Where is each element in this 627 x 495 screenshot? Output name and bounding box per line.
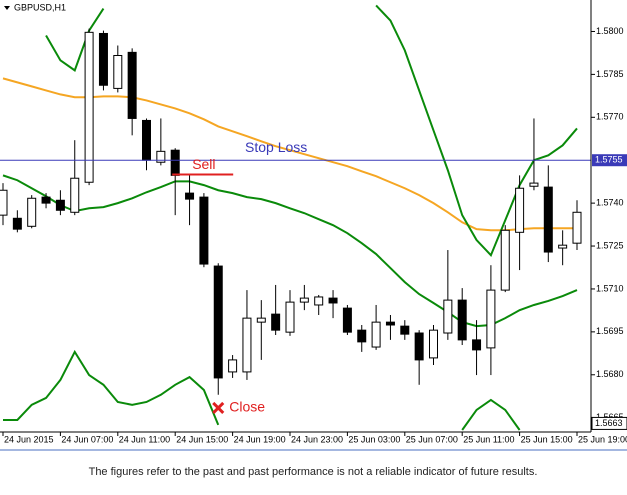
candle-body — [170, 149, 180, 176]
indicator-line — [375, 4, 578, 258]
chart-title: GBPUSD,H1 — [14, 2, 66, 12]
y-tick-label: 1.5680 — [596, 369, 624, 379]
title-icon — [4, 6, 10, 10]
indicator-line — [2, 77, 577, 232]
candle-body — [400, 325, 410, 335]
candle-body — [55, 199, 65, 211]
candle-body — [156, 150, 166, 163]
price-marker-label: 1.5663 — [595, 418, 623, 428]
x-tick-label: 25 Jun 15:00 — [521, 434, 573, 444]
candle-body — [142, 119, 151, 161]
x-tick-label: 24 Jun 07:00 — [61, 434, 113, 444]
candle-body — [271, 313, 281, 331]
price-marker-box — [591, 416, 627, 430]
candle-body — [357, 329, 367, 343]
x-tick-label: 24 Jun 2015 — [4, 434, 54, 444]
y-tick-label: 1.5770 — [596, 112, 624, 122]
candle-body — [443, 299, 453, 334]
y-tick-label: 1.5725 — [596, 240, 624, 250]
candle-body — [299, 297, 309, 303]
x-tick-label: 25 Jun 11:00 — [463, 434, 514, 444]
sell-label: Sell — [192, 156, 215, 172]
x-tick-label: 24 Jun 15:00 — [176, 434, 228, 444]
x-tick-label: 24 Jun 11:00 — [119, 434, 170, 444]
candle-body — [558, 244, 568, 249]
candle-body — [500, 229, 510, 291]
candle-body — [12, 217, 22, 230]
close-label: Close — [229, 399, 265, 415]
candle-body — [84, 31, 94, 183]
x-tick-label: 24 Jun 19:00 — [234, 434, 286, 444]
x-tick-label: 25 Jun 03:00 — [348, 434, 400, 444]
y-tick-label: 1.5800 — [596, 26, 624, 36]
candle-body — [213, 265, 223, 379]
indicator-line — [3, 349, 220, 426]
y-tick-label: 1.5695 — [596, 326, 624, 336]
candle-body — [199, 196, 209, 265]
candle-body — [543, 186, 553, 253]
candle-body — [572, 211, 582, 244]
y-tick-label: 1.5710 — [596, 283, 624, 293]
candle-body — [0, 189, 8, 216]
candle-body — [41, 196, 51, 204]
candle-body — [242, 317, 252, 373]
candle-body — [185, 192, 195, 200]
candle-body — [529, 182, 539, 187]
candle-body — [342, 307, 352, 333]
stop-loss-box — [592, 154, 627, 167]
indicator-line — [2, 174, 578, 328]
stop-loss-label: Stop Loss — [245, 139, 307, 155]
candle-body — [328, 297, 338, 304]
candle-body — [27, 197, 37, 227]
candle-body — [256, 317, 266, 323]
x-tick-label: 24 Jun 23:00 — [291, 434, 343, 444]
candle-body — [228, 359, 238, 373]
stop-loss-price: 1.5755 — [595, 155, 623, 165]
candle-body — [429, 329, 438, 359]
candle-body — [515, 187, 525, 233]
candle-body — [113, 55, 123, 89]
plot-area: Stop Loss Sell Close — [0, 4, 591, 431]
indicator-line — [45, 8, 105, 72]
x-tick-label: 25 Jun 19:00 — [578, 434, 627, 444]
candle-body — [70, 177, 80, 213]
candle-body — [371, 321, 381, 348]
candle-body — [486, 289, 496, 349]
y-tick-label: 1.5740 — [596, 198, 624, 208]
y-tick-label: 1.5785 — [596, 69, 624, 79]
candle-body — [127, 51, 137, 119]
candle-body — [98, 32, 108, 86]
disclaimer: The figures refer to the past and past p… — [89, 466, 538, 478]
candle-body — [472, 339, 482, 351]
candle-body — [285, 301, 295, 333]
candle-body — [457, 299, 467, 341]
close-marker — [212, 401, 225, 415]
indicator-line — [461, 398, 521, 431]
candle-body — [314, 296, 324, 306]
candle-body — [414, 332, 424, 361]
candle-body — [385, 321, 395, 326]
x-tick-label: 25 Jun 07:00 — [406, 434, 458, 444]
